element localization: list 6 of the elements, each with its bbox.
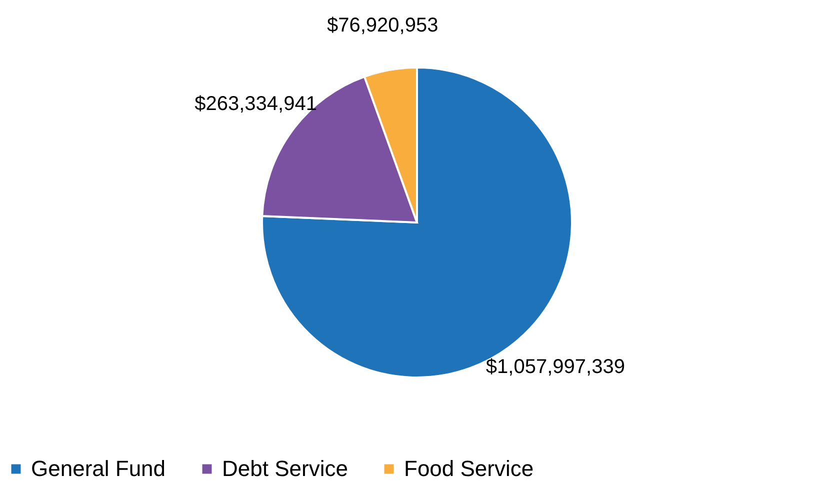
legend-label: General Fund [31,456,166,481]
legend-label: Food Service [404,456,534,481]
data-label: $263,334,941 [194,93,317,116]
legend-label: Debt Service [222,456,348,481]
data-label: $76,920,953 [326,14,438,36]
data-label: $1,057,997,339 [486,356,625,378]
